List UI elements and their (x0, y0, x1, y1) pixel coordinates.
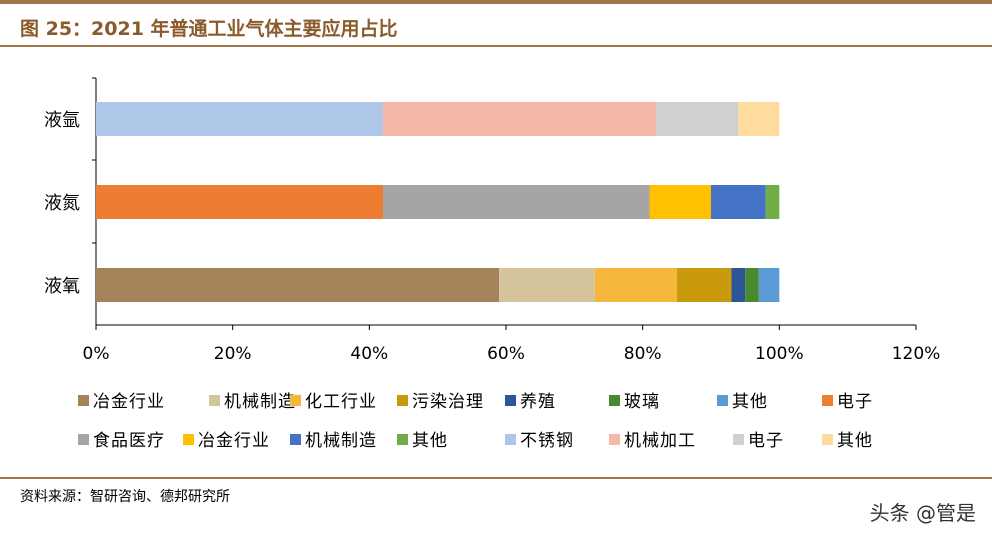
x-tick-label: 20% (214, 344, 252, 364)
legend-swatch (183, 434, 194, 445)
legend-label: 污染治理 (412, 392, 484, 412)
x-tick-label: 40% (350, 344, 388, 364)
bar-segment (594, 268, 677, 302)
legend-label: 玻璃 (624, 392, 660, 412)
legend-label: 其他 (412, 431, 448, 451)
legend-swatch (290, 395, 301, 406)
legend-label: 养殖 (520, 392, 556, 412)
legend-label: 机械制造 (224, 392, 296, 412)
title-rule (0, 45, 992, 47)
legend-label: 其他 (732, 392, 768, 412)
legend-swatch (209, 395, 220, 406)
legend-swatch (733, 434, 744, 445)
legend-swatch (609, 395, 620, 406)
legend-label: 化工行业 (305, 392, 377, 412)
bar-segment (383, 185, 650, 219)
bar-segment (765, 185, 780, 219)
legend-swatch (397, 395, 408, 406)
legend-swatch (78, 434, 89, 445)
legend-swatch (78, 395, 89, 406)
x-tick-label: 60% (487, 344, 525, 364)
bar-segment (711, 185, 766, 219)
bar-segment (96, 185, 383, 219)
bar-segment (738, 102, 780, 136)
legend-swatch (609, 434, 620, 445)
x-tick-label: 120% (892, 344, 941, 364)
bar-segment (656, 102, 739, 136)
category-label: 液氩 (44, 110, 80, 131)
legend-swatch (505, 395, 516, 406)
legend-label: 电子 (837, 392, 873, 412)
legend-swatch (717, 395, 728, 406)
legend-swatch (822, 434, 833, 445)
bar-segment (96, 102, 383, 136)
legend-swatch (290, 434, 301, 445)
x-tick-label: 100% (755, 344, 804, 364)
bar-segment (649, 185, 711, 219)
legend-label: 食品医疗 (93, 431, 165, 451)
top-rule (0, 0, 992, 4)
legend-label: 不锈钢 (520, 431, 574, 451)
watermark: 头条 @管是 (869, 501, 976, 525)
bar-segment (745, 268, 759, 302)
legend-label: 其他 (837, 431, 873, 451)
bottom-rule (0, 477, 992, 479)
figure-title: 图 25：2021 年普通工业气体主要应用占比 (20, 18, 398, 40)
source-note: 资料来源：智研咨询、德邦研究所 (20, 489, 230, 505)
legend-label: 电子 (748, 431, 784, 451)
legend-label: 机械加工 (624, 431, 696, 451)
bar-segment (676, 268, 732, 302)
category-label: 液氧 (44, 276, 80, 297)
legend-label: 机械制造 (305, 431, 377, 451)
legend-swatch (505, 434, 516, 445)
x-tick-label: 0% (83, 344, 110, 364)
category-label: 液氮 (44, 193, 80, 214)
bar-segment (499, 268, 595, 302)
x-tick-label: 80% (624, 344, 662, 364)
bar-segment (758, 268, 780, 302)
legend-swatch (397, 434, 408, 445)
legend-label: 冶金行业 (198, 431, 270, 451)
bar-segment (731, 268, 746, 302)
bar-segment (383, 102, 657, 136)
bar-segment (96, 268, 500, 302)
legend-swatch (822, 395, 833, 406)
legend-label: 冶金行业 (93, 392, 165, 412)
